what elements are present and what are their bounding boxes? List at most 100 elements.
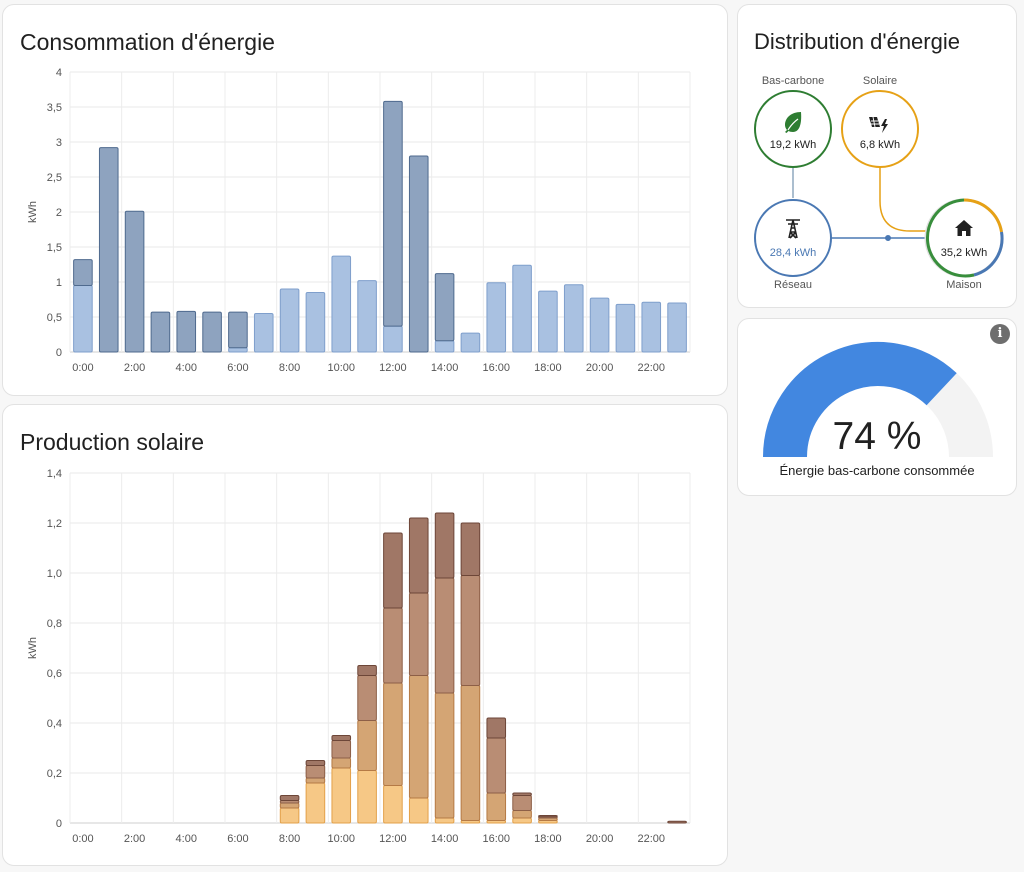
solar-bar-1100-s2[interactable] bbox=[357, 675, 377, 721]
solar-y-tick-label: 0,2 bbox=[47, 768, 62, 780]
solar-bar-2300-s3[interactable] bbox=[667, 820, 687, 824]
energy-consumption-card: Consommation d'énergie 0 0,5 1 1,5 2 2,5 3 3,5 4… bbox=[2, 4, 728, 396]
consumption-y-tick-label: 1 bbox=[56, 277, 62, 289]
solar-bar-1600-s1[interactable] bbox=[486, 792, 507, 821]
grid-label: Réseau bbox=[774, 279, 812, 291]
consumption-bar-600-s0[interactable] bbox=[228, 347, 248, 353]
solar-bar-1600-s2[interactable] bbox=[486, 737, 507, 794]
consumption-bar-000-s1[interactable] bbox=[73, 259, 93, 287]
consumption-bar-1600-s0[interactable] bbox=[486, 282, 507, 353]
leaf-icon bbox=[785, 112, 802, 133]
consumption-bar-100-s1[interactable] bbox=[98, 147, 119, 353]
solar-bar-800-s1[interactable] bbox=[279, 802, 300, 809]
solar-bar-1200-s2[interactable] bbox=[383, 607, 403, 684]
consumption-bar-1400-s0[interactable] bbox=[434, 340, 455, 353]
solar-bar-1100-s3[interactable] bbox=[357, 665, 377, 676]
consumption-bar-300-s1[interactable] bbox=[150, 311, 171, 353]
solar-bar-1200-s3[interactable] bbox=[383, 532, 403, 609]
consumption-bar-1400-s1[interactable] bbox=[434, 273, 455, 342]
solar-bar-1300-s2[interactable] bbox=[408, 592, 429, 676]
solar-bar-1200-s0[interactable] bbox=[383, 785, 403, 824]
consumption-x-tick-label: 2:00 bbox=[124, 362, 145, 374]
consumption-x-tick-label: 14:00 bbox=[431, 362, 459, 374]
solar-bar-1000-s1[interactable] bbox=[331, 757, 352, 769]
solar-x-tick-label: 0:00 bbox=[72, 833, 93, 845]
low-carbon-gauge-card: i 74 % Énergie bas-carbone consommée bbox=[737, 318, 1017, 496]
solar-bar-1300-s3[interactable] bbox=[408, 517, 429, 594]
consumption-bar-700-s0[interactable] bbox=[253, 313, 274, 353]
consumption-y-tick-label: 0 bbox=[56, 347, 62, 359]
solar-bar-900-s2[interactable] bbox=[305, 765, 326, 779]
consumption-x-tick-label: 18:00 bbox=[534, 362, 562, 374]
consumption-chart: 0 0,5 1 1,5 2 2,5 3 3,5 4 kWh 0:00 2:00 4:00 6:00 8:00… bbox=[27, 67, 691, 374]
consumption-bar-1800-s0[interactable] bbox=[538, 290, 558, 353]
consumption-x-tick-label: 8:00 bbox=[279, 362, 300, 374]
consumption-bar-000-s0[interactable] bbox=[73, 285, 93, 353]
consumption-bar-1000-s0[interactable] bbox=[331, 255, 352, 353]
solar-bar-1600-s3[interactable] bbox=[486, 717, 507, 739]
consumption-bar-2300-s0[interactable] bbox=[667, 302, 687, 353]
solar-bar-1400-s3[interactable] bbox=[434, 512, 455, 579]
solar-x-tick-label: 10:00 bbox=[327, 833, 355, 845]
solar-bar-1000-s0[interactable] bbox=[331, 767, 352, 824]
consumption-bar-2100-s0[interactable] bbox=[615, 303, 636, 353]
solar-y-axis-label: kWh bbox=[27, 637, 39, 659]
consumption-bar-1200-s1[interactable] bbox=[383, 100, 403, 327]
home-ring-grid bbox=[973, 231, 1004, 277]
solar-bar-1500-s2[interactable] bbox=[460, 575, 481, 686]
consumption-bar-1700-s0[interactable] bbox=[512, 264, 532, 353]
solar-y-tick-label: 0,4 bbox=[47, 718, 62, 730]
consumption-bar-900-s0[interactable] bbox=[305, 292, 326, 353]
consumption-bar-500-s1[interactable] bbox=[202, 311, 222, 353]
consumption-bar-400-s1[interactable] bbox=[176, 310, 197, 353]
solar-bar-1400-s2[interactable] bbox=[434, 577, 455, 694]
consumption-bar-1900-s0[interactable] bbox=[563, 284, 584, 353]
solar-bar-800-s3[interactable] bbox=[279, 795, 300, 801]
solar-bar-1100-s1[interactable] bbox=[357, 720, 377, 771]
solar-bar-1300-s0[interactable] bbox=[408, 797, 429, 824]
solar-bar-1500-s3[interactable] bbox=[460, 522, 481, 576]
grid-value: 28,4 kWh bbox=[770, 247, 816, 259]
consumption-bar-1200-s0[interactable] bbox=[383, 325, 403, 353]
consumption-bar-2200-s0[interactable] bbox=[641, 301, 662, 353]
gauge-fill bbox=[763, 342, 957, 458]
grid-node[interactable] bbox=[754, 199, 832, 277]
solar-bar-1700-s3[interactable] bbox=[512, 792, 532, 796]
consumption-bar-600-s1[interactable] bbox=[228, 311, 248, 349]
solar-node[interactable] bbox=[841, 90, 919, 168]
solar-bar-1700-s1[interactable] bbox=[512, 810, 532, 819]
info-icon[interactable]: i bbox=[990, 324, 1010, 344]
consumption-bar-1100-s0[interactable] bbox=[357, 280, 377, 353]
solar-bar-1100-s0[interactable] bbox=[357, 770, 377, 824]
solar-x-tick-label: 8:00 bbox=[279, 833, 300, 845]
solar-bar-1400-s0[interactable] bbox=[434, 817, 455, 824]
solar-bar-1800-s3[interactable] bbox=[538, 815, 558, 818]
consumption-bar-1500-s0[interactable] bbox=[460, 332, 481, 353]
solar-bar-1000-s3[interactable] bbox=[331, 735, 352, 741]
solar-chart: 0 0,2 0,4 0,6 0,8 1,0 1,2 1,4 kWh 0:00 2:00 4:00 6:0… bbox=[27, 468, 691, 845]
solar-bar-1300-s1[interactable] bbox=[408, 675, 429, 799]
consumption-bar-800-s0[interactable] bbox=[279, 288, 300, 353]
consumption-bar-2000-s0[interactable] bbox=[589, 297, 610, 353]
solar-bar-1700-s0[interactable] bbox=[512, 817, 532, 824]
consumption-bar-200-s1[interactable] bbox=[124, 210, 145, 353]
solar-bar-1700-s2[interactable] bbox=[512, 795, 532, 811]
home-icon bbox=[955, 220, 973, 236]
consumption-x-tick-label: 12:00 bbox=[379, 362, 407, 374]
consumption-bar-1300-s1[interactable] bbox=[408, 155, 429, 353]
solar-x-tick-label: 2:00 bbox=[124, 833, 145, 845]
gauge-value: 74 % bbox=[832, 415, 922, 458]
home-ring-low-carbon bbox=[926, 198, 975, 278]
solar-x-tick-label: 14:00 bbox=[431, 833, 459, 845]
energy-distribution-card: Distribution d'énergie Bas-carbone 19,2 … bbox=[737, 4, 1017, 308]
solar-bar-900-s1[interactable] bbox=[305, 777, 326, 784]
solar-bar-1000-s2[interactable] bbox=[331, 740, 352, 759]
solar-bar-900-s3[interactable] bbox=[305, 760, 326, 766]
solar-bar-900-s0[interactable] bbox=[305, 782, 326, 824]
solar-value: 6,8 kWh bbox=[860, 139, 900, 151]
solar-bar-800-s0[interactable] bbox=[279, 807, 300, 824]
low-carbon-value: 19,2 kWh bbox=[770, 139, 816, 151]
solar-bar-1200-s1[interactable] bbox=[383, 682, 403, 786]
solar-bar-1400-s1[interactable] bbox=[434, 692, 455, 819]
solar-bar-1500-s1[interactable] bbox=[460, 685, 481, 821]
